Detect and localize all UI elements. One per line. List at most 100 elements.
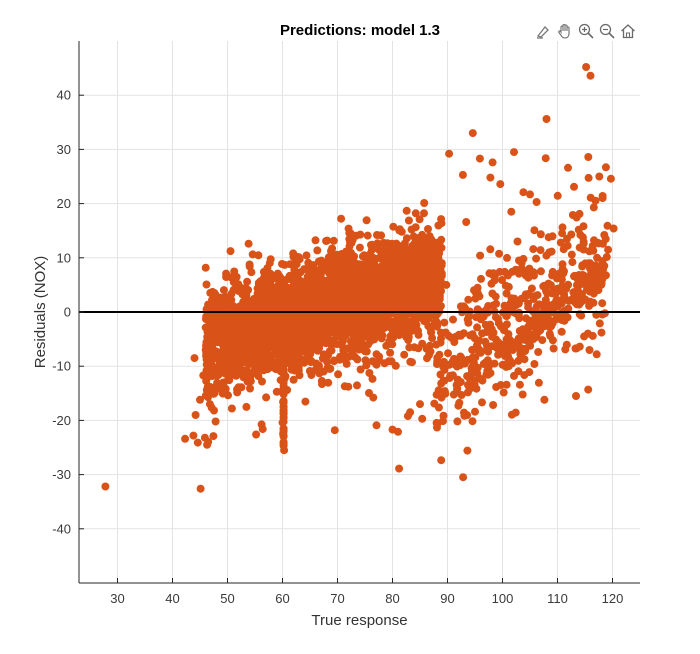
data-point xyxy=(356,230,365,239)
data-point xyxy=(524,303,533,312)
data-point xyxy=(351,337,360,346)
data-point xyxy=(438,360,447,369)
outlier-point xyxy=(488,158,497,167)
outlier-point xyxy=(510,148,518,157)
outlier-point xyxy=(200,433,209,442)
data-point xyxy=(290,266,299,275)
data-point xyxy=(600,261,609,270)
data-point xyxy=(564,304,573,313)
outlier-point xyxy=(207,364,216,373)
outlier-point xyxy=(279,429,288,438)
outlier-point xyxy=(603,221,612,230)
data-point xyxy=(400,350,409,359)
data-point xyxy=(545,248,554,257)
outlier-point xyxy=(199,371,208,380)
data-point xyxy=(351,312,360,321)
outlier-point xyxy=(575,209,584,218)
data-point xyxy=(433,244,442,253)
data-point xyxy=(295,319,304,328)
data-point xyxy=(504,352,513,361)
outlier-point xyxy=(542,286,550,295)
zoom-out-icon xyxy=(599,23,615,39)
data-point xyxy=(365,369,374,377)
data-point xyxy=(439,417,447,426)
data-point xyxy=(223,300,232,309)
data-point xyxy=(302,286,311,295)
data-point xyxy=(424,225,432,233)
data-point xyxy=(288,286,297,295)
data-point xyxy=(340,344,349,353)
axes xyxy=(78,41,640,584)
data-point xyxy=(260,281,269,290)
data-point xyxy=(324,378,333,387)
data-point xyxy=(210,406,218,415)
data-point xyxy=(568,258,577,267)
data-point xyxy=(288,330,297,339)
data-point xyxy=(598,274,607,283)
outlier-point xyxy=(440,387,449,396)
outlier-point xyxy=(430,399,439,408)
zoom-in-button[interactable] xyxy=(576,21,596,41)
data-point xyxy=(492,299,501,308)
x-tick-label: 110 xyxy=(547,591,568,606)
data-point xyxy=(350,303,359,312)
data-point xyxy=(553,191,562,200)
data-point xyxy=(406,357,415,366)
data-point xyxy=(487,342,496,351)
pan-button[interactable] xyxy=(555,21,575,41)
data-point xyxy=(226,357,235,366)
zoom-out-button[interactable] xyxy=(597,21,617,41)
outlier-point xyxy=(523,325,532,334)
data-point xyxy=(587,279,596,288)
data-point xyxy=(434,286,443,295)
data-point xyxy=(579,245,588,254)
data-point xyxy=(201,323,210,332)
outlier-point xyxy=(529,245,538,254)
data-point xyxy=(329,236,338,245)
y-tick-label: 30 xyxy=(57,142,71,157)
outlier-point xyxy=(101,482,110,491)
data-point xyxy=(363,300,372,309)
data-point xyxy=(415,215,424,224)
outlier-point xyxy=(461,304,470,313)
data-point xyxy=(243,277,252,286)
data-point xyxy=(355,243,364,252)
x-tick-label: 60 xyxy=(275,591,289,606)
data-point xyxy=(468,417,477,426)
tick-labels: 30 40 50 60 70 80 90 100 110 120 -40 -30 -20 -10 0 10 20… xyxy=(52,88,623,606)
data-point xyxy=(400,266,409,274)
data-point xyxy=(380,265,389,274)
data-point xyxy=(453,417,462,426)
data-point xyxy=(463,446,472,455)
data-point xyxy=(540,395,549,404)
data-point xyxy=(498,276,506,284)
data-point xyxy=(322,237,331,245)
data-point xyxy=(386,348,395,357)
brush-button[interactable] xyxy=(534,21,554,41)
data-point xyxy=(358,345,367,354)
data-point xyxy=(364,340,373,349)
outlier-point xyxy=(190,354,199,363)
data-point xyxy=(353,355,362,364)
data-point xyxy=(513,237,522,246)
data-point xyxy=(378,300,386,309)
data-point xyxy=(214,334,222,343)
outlier-point xyxy=(395,464,404,473)
data-point xyxy=(356,365,365,374)
data-point xyxy=(549,344,558,353)
data-point xyxy=(202,355,211,364)
data-point xyxy=(559,289,568,298)
data-point xyxy=(530,360,539,368)
data-point xyxy=(236,341,245,350)
data-point xyxy=(244,239,253,248)
outlier-point xyxy=(496,180,505,189)
outlier-point xyxy=(279,385,288,393)
x-tick-label: 70 xyxy=(330,591,344,606)
data-point xyxy=(301,397,310,406)
data-point xyxy=(452,388,461,397)
outlier-point xyxy=(191,411,200,419)
home-button[interactable] xyxy=(618,21,638,41)
data-point xyxy=(359,332,368,341)
y-tick-label: 40 xyxy=(57,88,71,103)
data-point xyxy=(514,356,523,365)
